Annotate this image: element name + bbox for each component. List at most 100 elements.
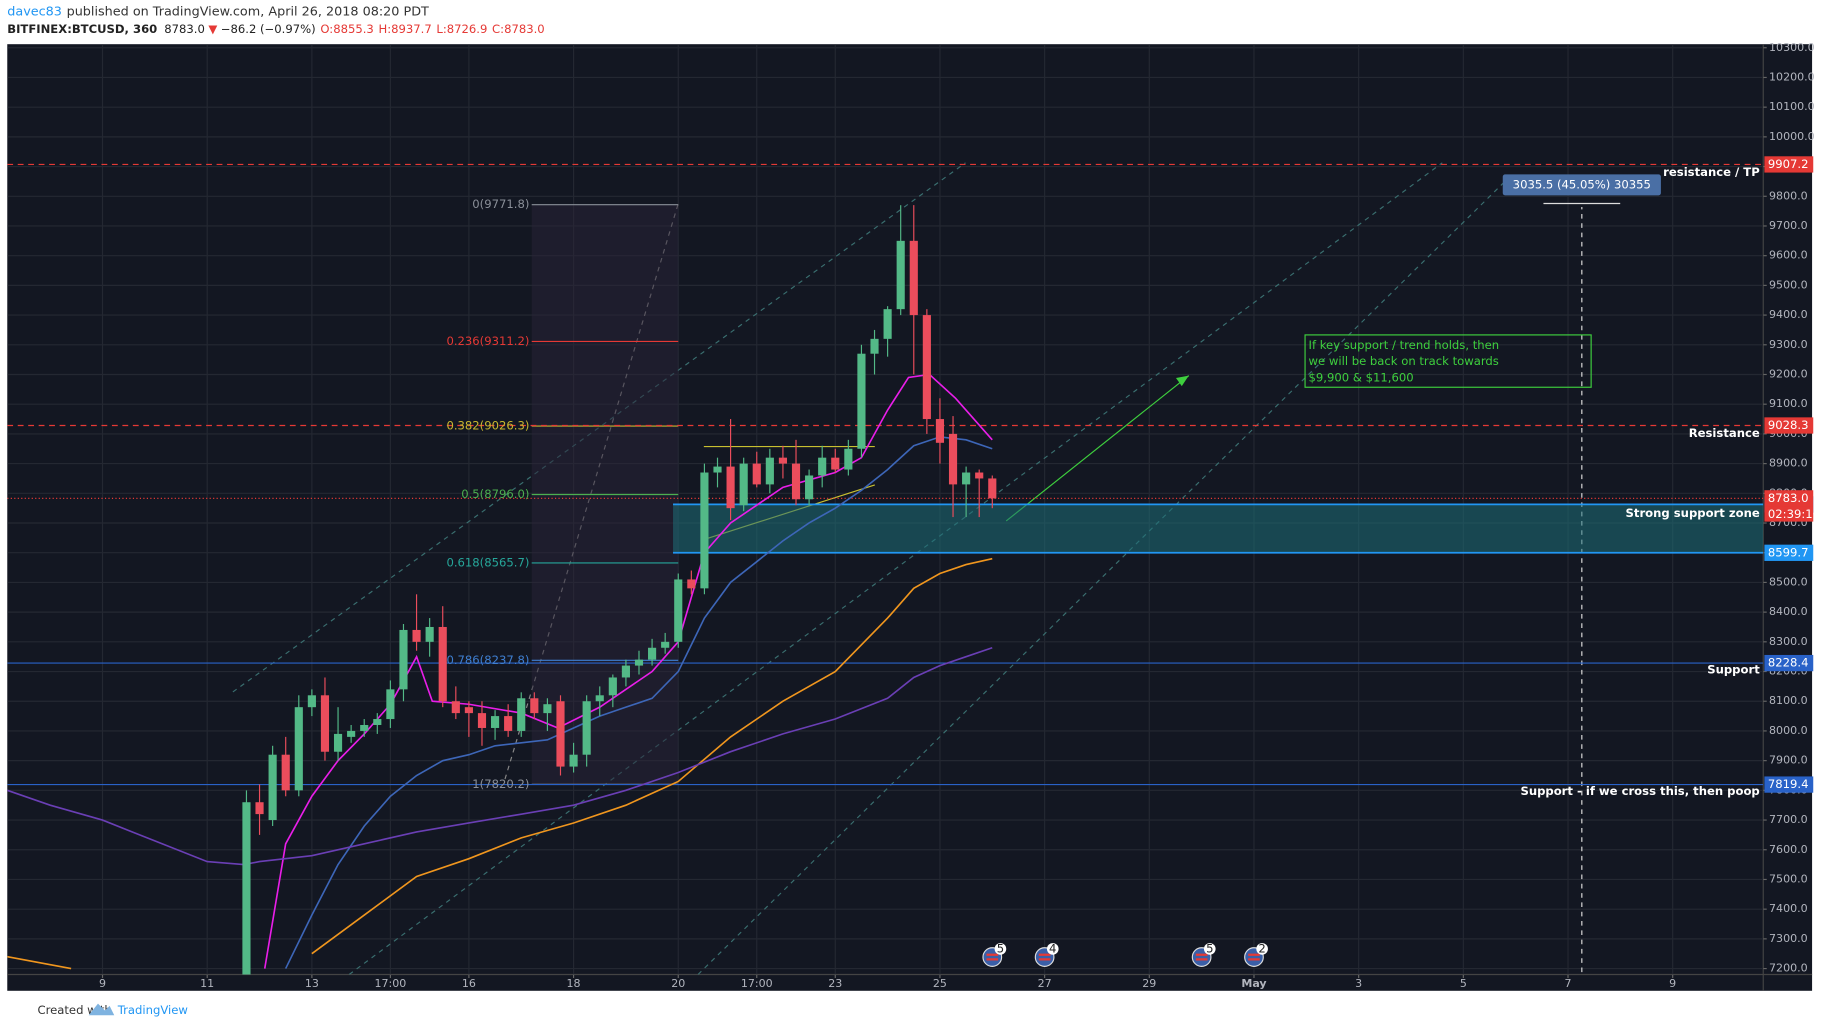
price-box-label: 8599.7 (1768, 545, 1809, 559)
y-tick-label: 8300.0 (1769, 635, 1808, 648)
price-box-label: 8783.0 (1768, 491, 1809, 505)
candle-body (857, 353, 866, 449)
candle-body (648, 647, 657, 660)
candle-body (726, 466, 735, 509)
candle-body (752, 463, 761, 485)
fib-label: 0.618(8565.7) (446, 555, 529, 569)
y-tick-label: 7600.0 (1769, 843, 1808, 856)
y-tick-label: 9200.0 (1769, 367, 1808, 380)
annotation-box (1304, 334, 1592, 388)
y-tick-label: 7900.0 (1769, 754, 1808, 767)
header: davec83 published on TradingView.com, Apr… (7, 4, 429, 19)
price-box (1764, 156, 1814, 173)
candle-body (307, 695, 316, 708)
y-tick-label: 10200.0 (1769, 70, 1815, 83)
x-tick-label: 5 (1460, 977, 1467, 990)
candle-body (687, 579, 696, 589)
ohlc: H:8937.7 (378, 22, 431, 36)
candle-body (569, 754, 578, 767)
candle-body (948, 433, 958, 485)
candle-body (294, 707, 303, 791)
candle-body (399, 629, 408, 690)
event-count: 4 (1049, 941, 1056, 955)
published: published on TradingView.com, April 26, … (67, 4, 429, 19)
price-box-label: 9028.3 (1768, 418, 1809, 432)
annotation-line: we will be back on track towards (1309, 354, 1499, 368)
candle-body (360, 724, 369, 731)
y-tick-label: 7400.0 (1769, 902, 1808, 915)
candle-body (595, 695, 604, 702)
candle-body (909, 240, 918, 316)
candle-body (530, 698, 539, 714)
candle-body (962, 472, 971, 485)
candle-body (582, 701, 591, 755)
candle-body (870, 338, 879, 354)
y-tick-label: 8000.0 (1769, 724, 1808, 737)
fib-label: 0(9771.8) (472, 197, 529, 211)
candle-body (778, 457, 788, 464)
annotation-line: $9,900 & $11,600 (1309, 370, 1414, 384)
y-tick-label: 9600.0 (1769, 249, 1808, 262)
indicator-line (7, 646, 993, 866)
measure-box (1502, 174, 1661, 196)
event-count: 2 (1258, 941, 1265, 955)
candle-body (791, 463, 801, 500)
candle-body (504, 716, 513, 731)
candle-body (281, 754, 290, 791)
y-tick-label: 7200.0 (1769, 962, 1808, 975)
candle-body (477, 713, 487, 728)
fib-label: 0.5(8796.0) (461, 487, 529, 501)
event-flag (1195, 953, 1208, 961)
y-tick-label: 10100.0 (1769, 100, 1815, 113)
y-tick-label: 9400.0 (1769, 308, 1808, 321)
candle-body (765, 457, 774, 485)
annotation-line: If key support / trend holds, then (1309, 338, 1500, 352)
price-box (1764, 490, 1814, 507)
level-label: resistance / TP (1663, 165, 1760, 179)
level-label: Resistance (1689, 426, 1760, 440)
candle-body (883, 309, 892, 339)
support-zone (673, 504, 1764, 553)
y-tick-label: 8100.0 (1769, 694, 1808, 707)
x-tick-label: 11 (200, 977, 214, 990)
y-tick-label: 8900.0 (1769, 457, 1808, 470)
candle-body (713, 466, 722, 473)
candle-body (543, 704, 552, 714)
candle-body (975, 472, 984, 479)
price-box (1764, 654, 1814, 672)
candle-body (805, 475, 814, 500)
event-flag (986, 953, 999, 961)
zone-label: Strong support zone (1626, 506, 1760, 520)
price-box (1764, 417, 1814, 434)
candle-body (844, 448, 853, 470)
symbol: BITFINEX:BTCUSD, 360 (7, 22, 157, 36)
candle-body (451, 701, 460, 714)
plot (7, 44, 1764, 975)
author: davec83 (7, 4, 62, 19)
price-box (1764, 544, 1814, 561)
x-tick-label: 9 (1669, 977, 1676, 990)
timer-label: 02:39:10 (1768, 507, 1820, 521)
x-tick-label: 17:00 (741, 977, 773, 990)
event-count: 5 (1206, 941, 1213, 955)
arrow-line (1005, 375, 1190, 522)
candle-body (674, 579, 683, 642)
x-tick-label: 23 (828, 977, 842, 990)
channel (232, 162, 1513, 975)
fib-label: 0.382(9026.3) (446, 419, 529, 433)
x-tick-label: 18 (567, 977, 581, 990)
candle-body (556, 701, 565, 767)
quote: BITFINEX:BTCUSD, 360 8783.0 ▼ −86.2 (−0.97%… (7, 22, 544, 36)
ohlc: L:8726.9 (436, 22, 487, 36)
price-box (1764, 776, 1814, 793)
candle-body (464, 707, 473, 714)
candle-body (242, 802, 251, 975)
y-tick-label: 9700.0 (1769, 219, 1808, 232)
x-tick-label: 17:00 (374, 977, 406, 990)
candle-body (896, 240, 905, 310)
candle-body (621, 665, 630, 678)
candle-body (661, 641, 670, 648)
fib-label: 0.236(9311.2) (446, 334, 529, 348)
